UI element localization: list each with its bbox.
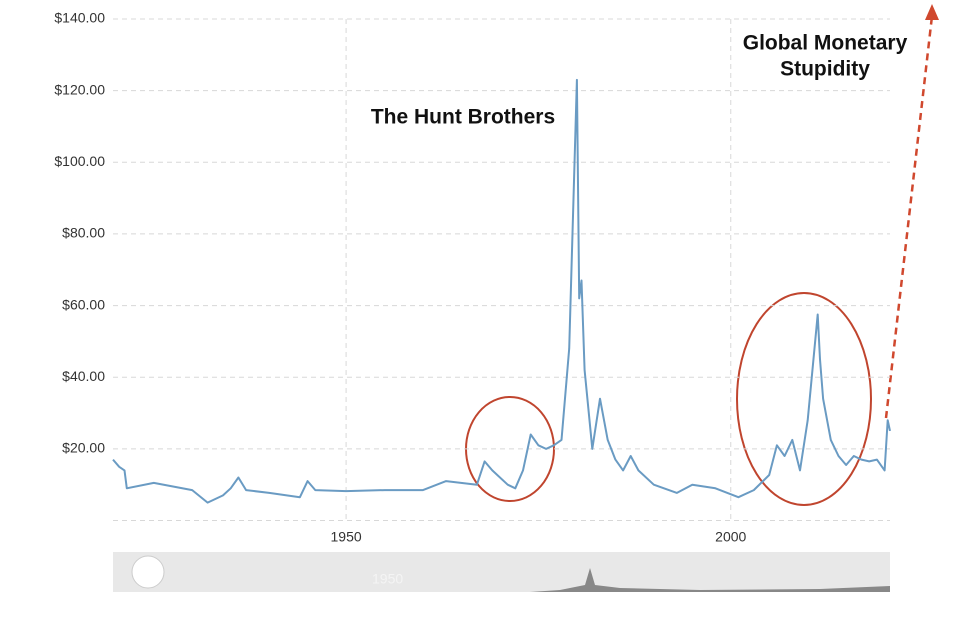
series-line — [112, 78, 891, 504]
annotation: The Hunt Brothers — [371, 106, 555, 129]
y-tick-label: $40.00 — [62, 368, 105, 384]
x-tick-label: 2000 — [715, 529, 746, 545]
highlight-ellipse — [736, 292, 872, 506]
y-tick-label: $20.00 — [62, 440, 105, 456]
navigator-series — [530, 568, 890, 592]
y-tick-label: $100.00 — [54, 153, 105, 169]
annotation: Stupidity — [780, 58, 870, 81]
arrow-head — [925, 4, 939, 20]
plot-area: $20.00 $40.00 $60.00 $80.00 $100.00 $120.00 $1… — [54, 10, 891, 545]
trend-arrow — [884, 15, 934, 419]
navigator-handle[interactable] — [131, 555, 165, 589]
annotation: Global Monetary — [743, 32, 908, 55]
navigator-label: 1950 — [372, 571, 403, 587]
y-tick-label: $140.00 — [54, 10, 105, 26]
navigator — [113, 552, 890, 592]
y-tick-label: $120.00 — [54, 81, 105, 97]
y-tick-label: $80.00 — [62, 225, 105, 241]
y-tick-label: $60.00 — [62, 296, 105, 312]
x-tick-label: 1950 — [331, 529, 362, 545]
